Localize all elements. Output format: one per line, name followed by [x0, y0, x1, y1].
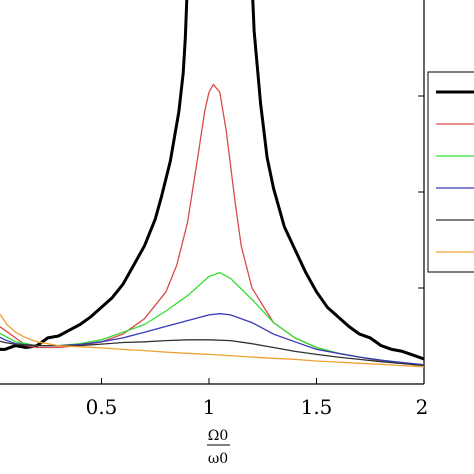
series-line-4 [0, 313, 424, 366]
x-tick-label-3: 1.5 [301, 395, 333, 419]
x-tick-label-1: 0.5 [86, 395, 118, 419]
axes [0, 0, 425, 385]
x-tick-label-2: 1 [203, 395, 216, 419]
series-layer [0, 0, 424, 368]
legend [427, 71, 474, 273]
series-line-5 [0, 339, 424, 367]
x-axis-label-top: Ω0 [208, 428, 229, 444]
x-axis-label-bottom: ω0 [208, 451, 228, 467]
series-line-1 [0, 0, 424, 361]
series-line-6 [0, 313, 424, 368]
legend-box [427, 71, 474, 273]
x-ticks: 0.5 1 1.5 2 [86, 95, 429, 419]
series-line-3 [0, 271, 424, 366]
x-axis-label: Ω0 ω0 [207, 428, 230, 467]
x-tick-label-4: 2 [416, 395, 429, 419]
series-line-2 [0, 83, 424, 366]
